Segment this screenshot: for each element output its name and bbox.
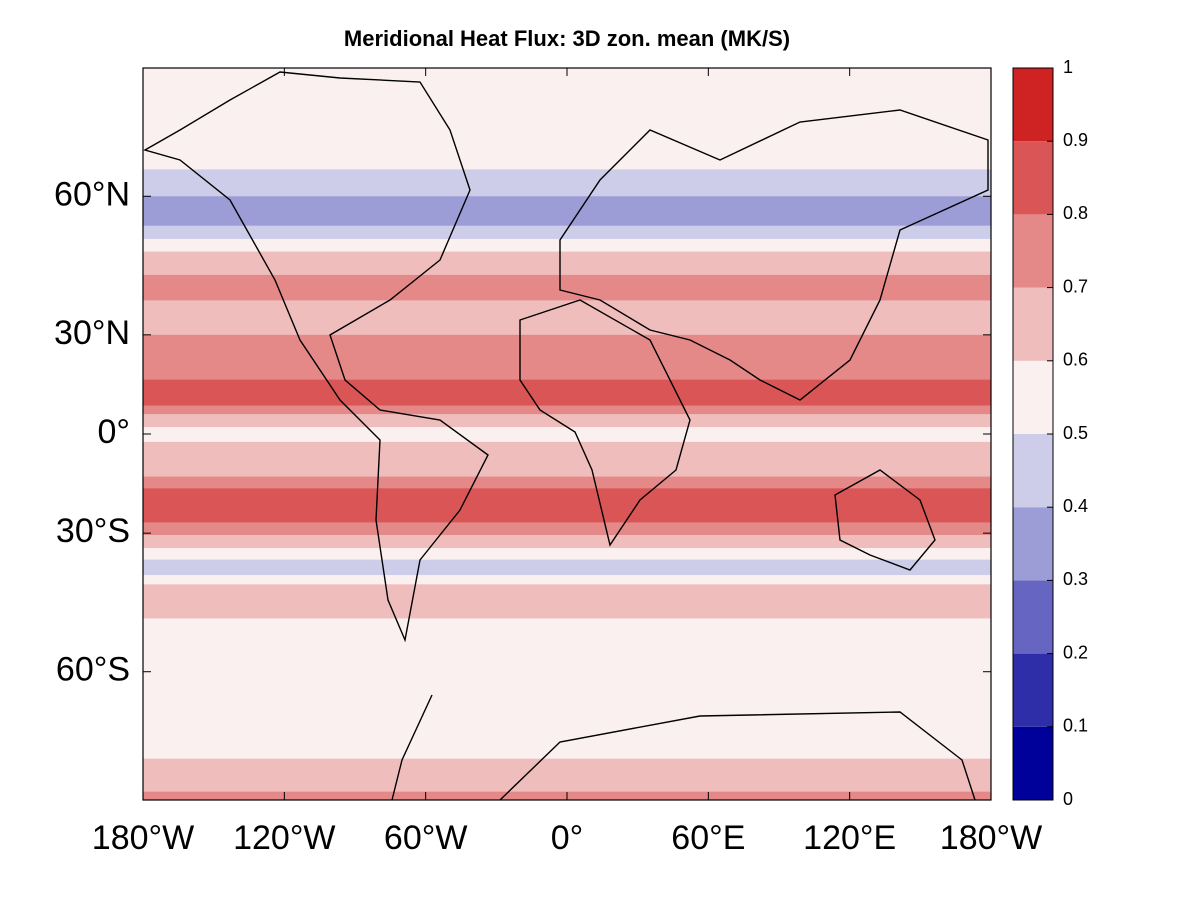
bands	[143, 68, 991, 801]
colorbar-segment	[1013, 287, 1053, 361]
colorbar-segment	[1013, 141, 1053, 215]
coastline	[391, 694, 433, 801]
zonal-band	[143, 169, 991, 197]
colorbar-tick-label: 0.3	[1063, 569, 1088, 589]
zonal-band	[143, 274, 991, 301]
colorbar-tick-label: 0.5	[1063, 423, 1088, 443]
y-tick-label: 60°S	[56, 651, 130, 689]
colorbar-segment	[1013, 653, 1053, 727]
colorbar-segment	[1013, 214, 1053, 288]
zonal-band	[143, 379, 991, 407]
zonal-band	[143, 575, 991, 585]
zonal-band	[143, 405, 991, 415]
coastline	[143, 71, 489, 643]
x-tick-label: 60°E	[671, 819, 745, 857]
zonal-band	[143, 225, 991, 240]
colorbar-tick-label: 0	[1063, 789, 1073, 809]
colorbar-tick-label: 0.4	[1063, 496, 1088, 516]
zonal-band	[143, 758, 991, 793]
x-tick-label: 180°W	[940, 819, 1042, 857]
chart-title: Meridional Heat Flux: 3D zon. mean (MK/S…	[344, 26, 790, 51]
zonal-band	[143, 488, 991, 523]
plot-frame	[142, 67, 992, 801]
colorbar-tick-label: 0.2	[1063, 642, 1088, 662]
x-tick-label: 180°W	[92, 819, 194, 857]
zonal-band	[143, 196, 991, 227]
x-tick-label: 60°W	[384, 819, 468, 857]
zonal-band	[143, 414, 991, 428]
zonal-band	[143, 584, 991, 619]
colorbar-segment	[1013, 68, 1053, 142]
colorbar-tick-label: 1	[1063, 57, 1073, 77]
zonal-band	[143, 522, 991, 536]
colorbar-tick-label: 0.9	[1063, 130, 1088, 150]
coastline	[519, 299, 691, 547]
x-tick-label: 120°E	[803, 819, 896, 857]
colorbar-tick-label: 0.8	[1063, 203, 1088, 223]
y-tick-label: 30°N	[54, 314, 130, 352]
zonal-band	[143, 618, 991, 760]
zonal-band	[143, 251, 991, 276]
y-tick-label: 60°N	[54, 175, 130, 213]
colorbar-tick-label: 0.6	[1063, 350, 1088, 370]
colorbar-segment	[1013, 434, 1053, 508]
zonal-band	[143, 427, 991, 443]
zonal-band	[143, 476, 991, 489]
zonal-band	[143, 548, 991, 561]
zonal-band	[143, 68, 991, 170]
colorbar-segment	[1013, 360, 1053, 434]
zonal-band	[143, 559, 991, 576]
zonal-band	[143, 238, 991, 253]
zonal-band	[143, 441, 991, 478]
coastline	[834, 469, 936, 571]
coastline	[559, 109, 989, 401]
colorbar-tick-label: 0.1	[1063, 716, 1088, 736]
coastline	[499, 711, 976, 801]
coastlines	[143, 71, 989, 801]
y-tick-label: 30°S	[56, 512, 130, 550]
x-tick-label: 120°W	[233, 819, 335, 857]
colorbar-segment	[1013, 507, 1053, 581]
zonal-band	[143, 334, 991, 381]
colorbar-tick-label: 0.7	[1063, 276, 1088, 296]
zonal-band	[143, 300, 991, 336]
zonal-band	[143, 534, 991, 549]
colorbar-segment	[1013, 726, 1053, 800]
x-tick-label: 0°	[551, 819, 584, 857]
colorbar-segment	[1013, 580, 1053, 654]
y-tick-label: 0°	[97, 413, 130, 451]
